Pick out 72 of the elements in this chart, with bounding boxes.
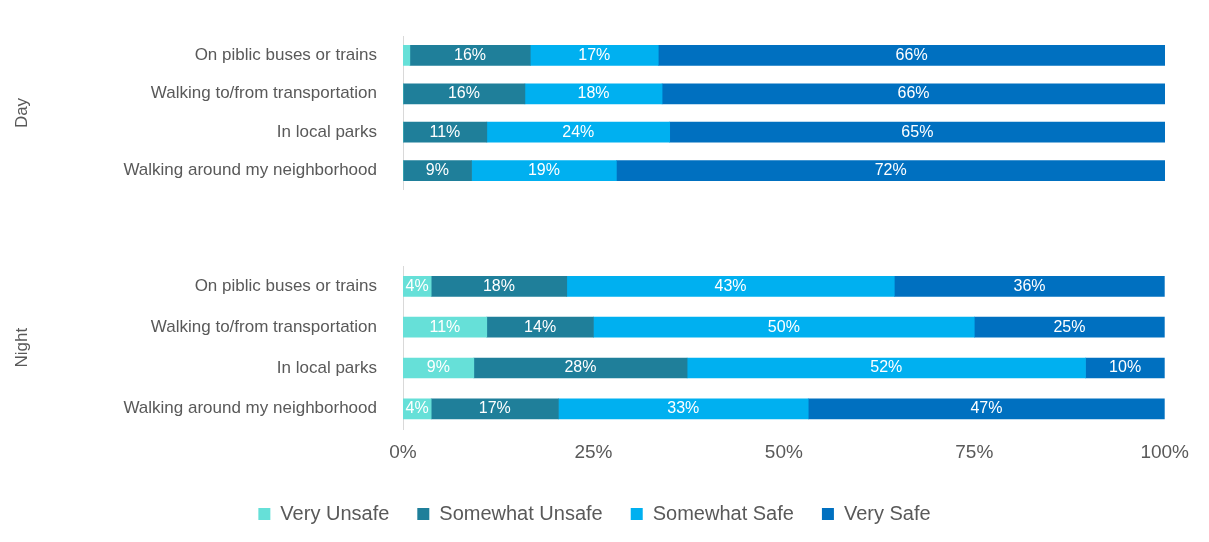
x-tick-label: 75% [955, 440, 994, 462]
legend-label: Very Safe [843, 501, 931, 524]
legend-label: Somewhat Unsafe [439, 501, 603, 524]
bar [471, 160, 617, 181]
data-label: 19% [527, 161, 560, 179]
data-label: 25% [1053, 317, 1086, 335]
y-tick-label: Walking around my neighborhood [123, 398, 377, 418]
y-axis-title: Night [11, 327, 31, 368]
data-label: 33% [667, 399, 700, 417]
bar [973, 316, 1165, 338]
bar [486, 121, 671, 143]
data-label: 50% [767, 317, 800, 335]
data-label: 9% [425, 161, 449, 179]
data-label: 16% [454, 45, 487, 63]
bar [430, 276, 568, 297]
data-label: 14% [524, 317, 557, 335]
y-tick-label: Walking around my neighborhood [123, 160, 377, 180]
bar [558, 398, 809, 420]
data-label: 66% [895, 45, 928, 63]
bar [473, 357, 688, 379]
data-label: 17% [478, 399, 511, 417]
data-label: 43% [714, 276, 747, 294]
x-tick-label: 0% [389, 440, 417, 462]
bar [403, 45, 411, 66]
bar [807, 398, 1165, 420]
bar [403, 83, 526, 105]
data-label: 66% [897, 84, 930, 102]
y-tick-label: Walking to/from transportation [150, 83, 377, 103]
bar [593, 316, 975, 338]
data-label: 65% [901, 122, 934, 140]
data-label: 9% [426, 358, 450, 376]
bar [657, 45, 1165, 66]
data-label: 52% [870, 358, 903, 376]
bar [486, 316, 594, 338]
y-tick-label: In local parks [276, 357, 377, 377]
bar [661, 83, 1165, 105]
bar [403, 316, 488, 338]
bar [669, 121, 1165, 143]
data-label: 11% [429, 317, 461, 335]
y-tick-label: In local parks [276, 121, 377, 141]
bar [529, 45, 659, 66]
data-label: 4% [405, 399, 429, 417]
data-label: 10% [1109, 358, 1142, 376]
bar [686, 357, 1086, 379]
x-tick-label: 50% [764, 440, 803, 462]
legend-label: Somewhat Safe [652, 501, 794, 524]
data-label: 72% [874, 161, 907, 179]
bar [566, 276, 895, 297]
y-tick-label: On piblic buses or trains [194, 276, 377, 296]
x-tick-label: 25% [574, 440, 613, 462]
y-tick-label: Walking to/from transportation [150, 316, 377, 336]
data-label: 18% [482, 276, 515, 294]
data-label: 36% [1013, 276, 1046, 294]
data-label: 17% [578, 45, 611, 63]
y-axis-title: Day [11, 97, 31, 129]
x-tick-label: 100% [1140, 440, 1190, 462]
bar [409, 45, 531, 66]
data-label: 28% [564, 358, 597, 376]
y-tick-label: On piblic buses or trains [194, 45, 377, 65]
data-label: 4% [405, 276, 429, 294]
data-label: 24% [562, 122, 595, 140]
data-label: 18% [577, 84, 610, 102]
bar [616, 160, 1165, 181]
data-label: 11% [429, 122, 461, 140]
bar [524, 83, 663, 105]
bar [403, 121, 488, 143]
bar [893, 276, 1165, 297]
bar [403, 160, 472, 181]
data-label: 16% [447, 84, 480, 102]
data-label: 47% [970, 399, 1003, 417]
bar [430, 398, 559, 420]
legend-label: Very Unsafe [280, 501, 390, 524]
